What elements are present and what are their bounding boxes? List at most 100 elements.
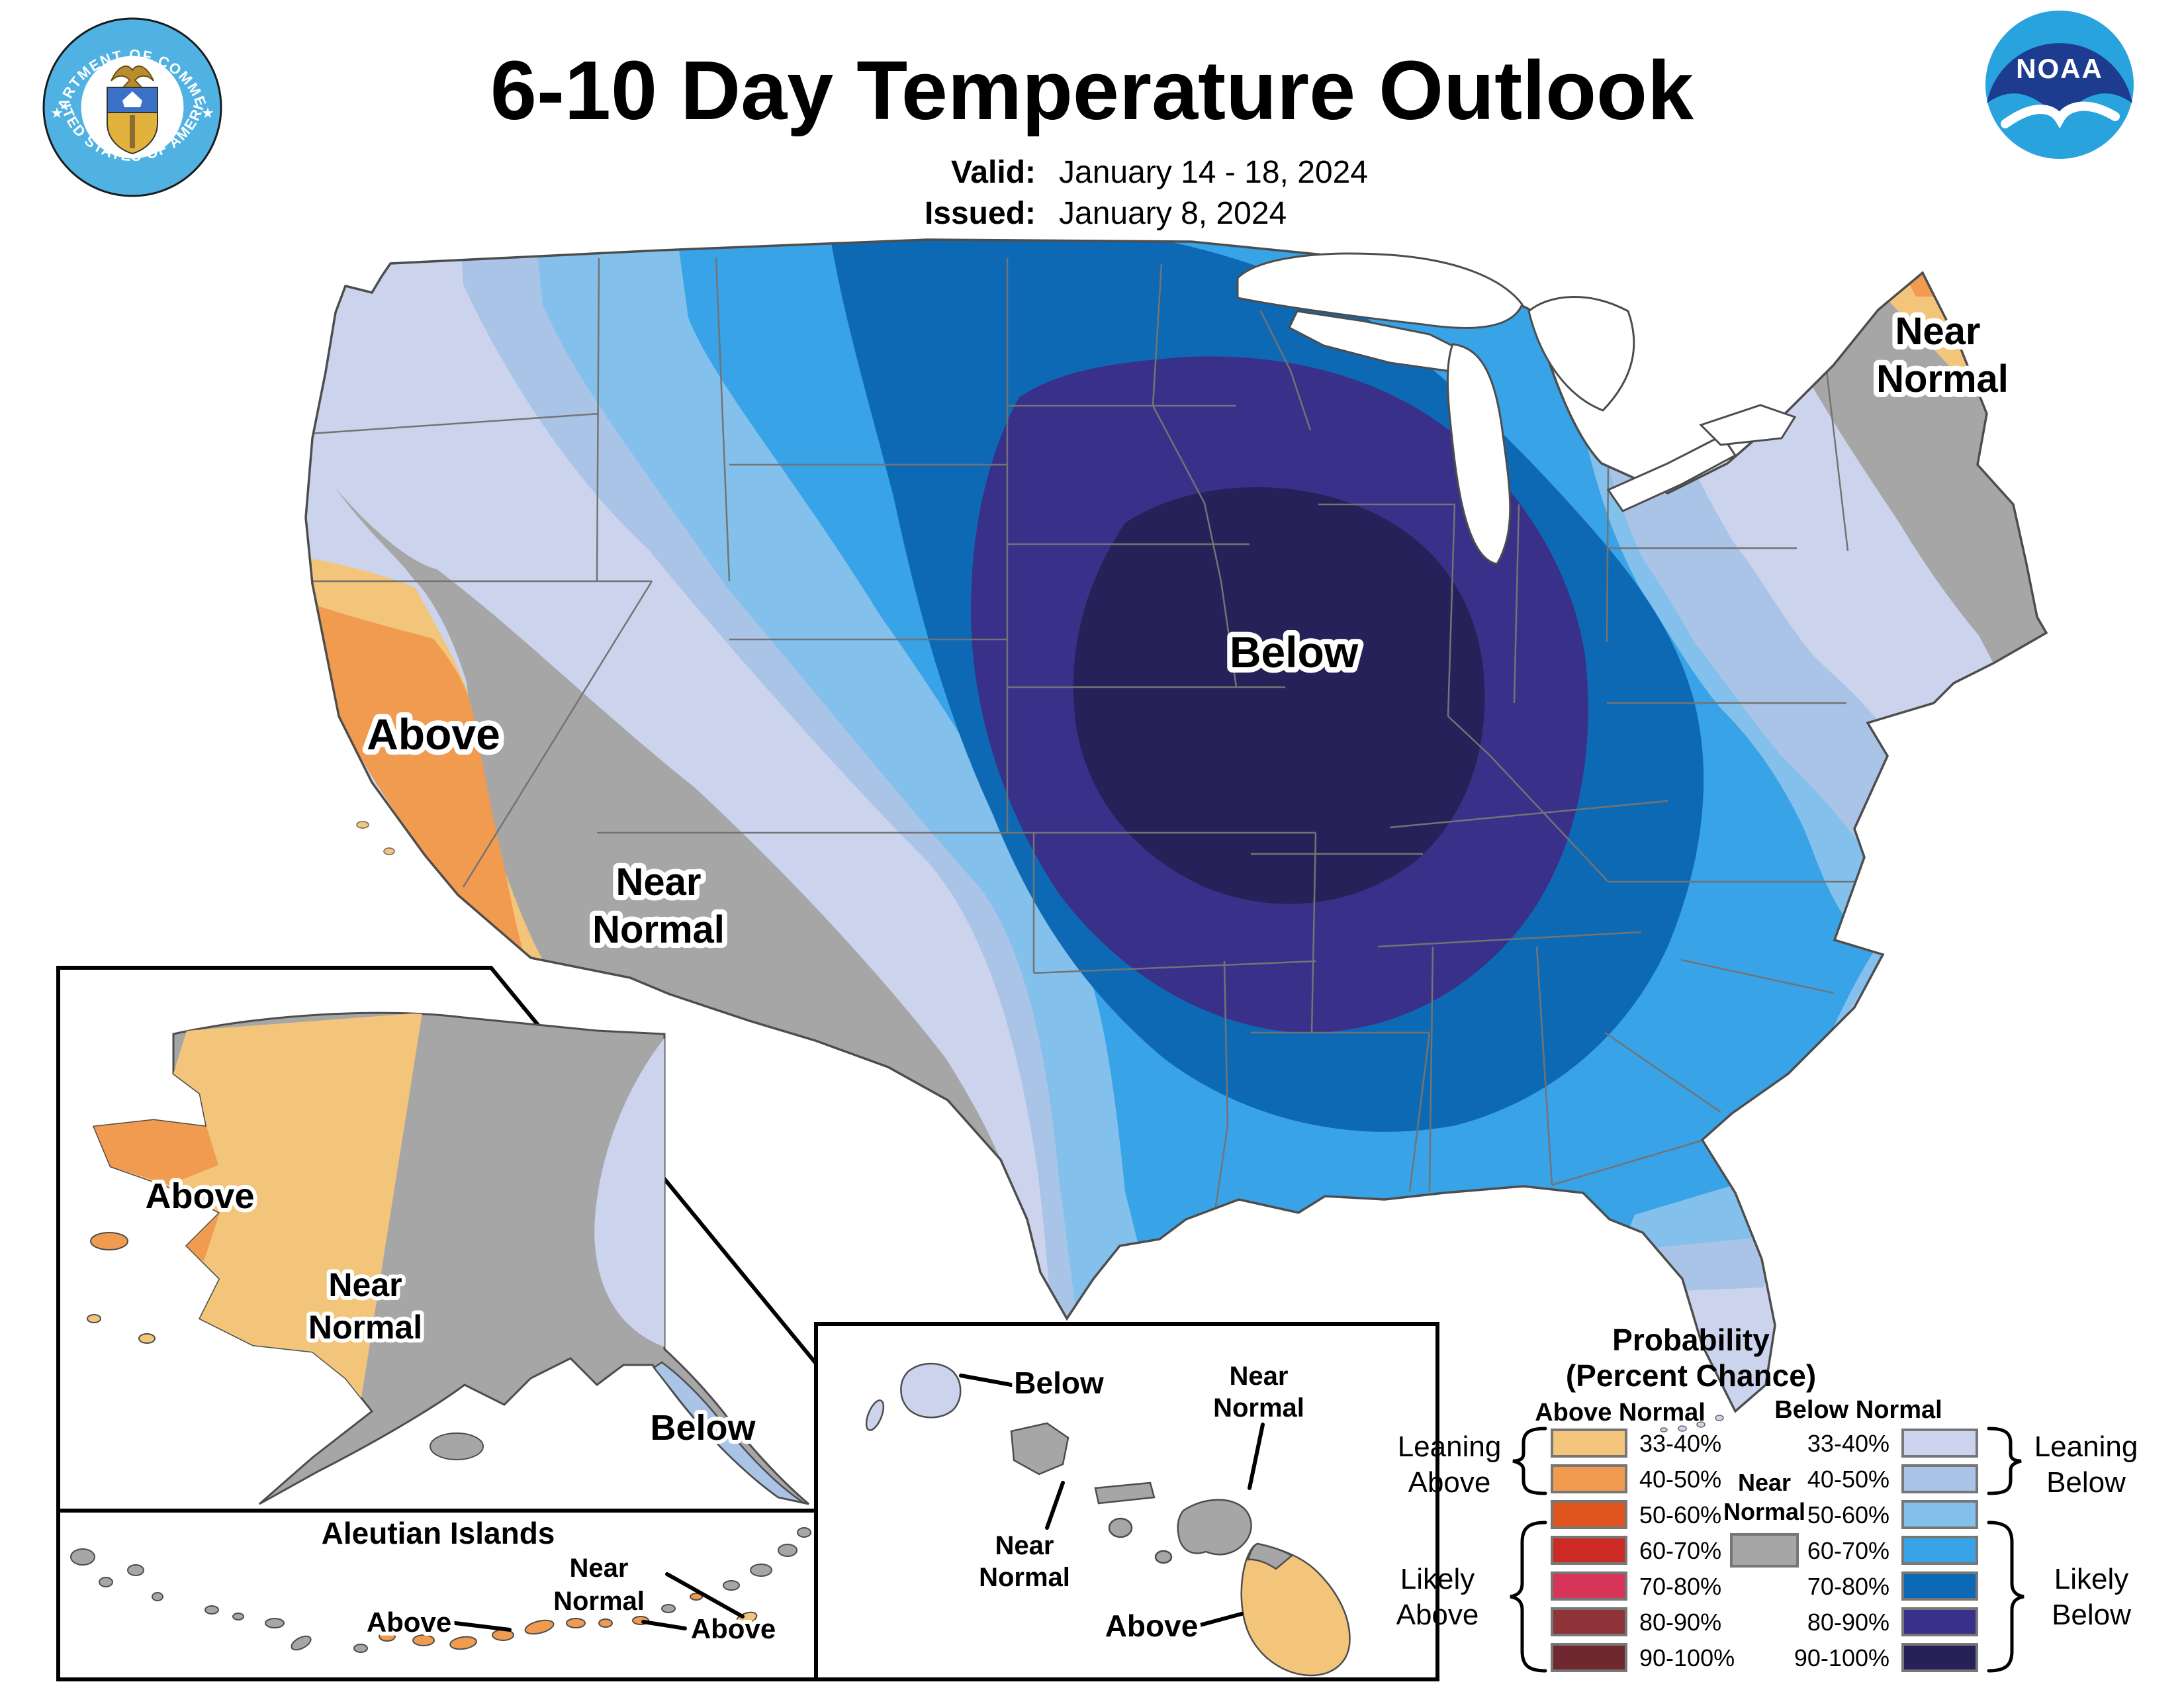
island-molokai xyxy=(1094,1481,1156,1505)
alaska-east-lavender xyxy=(594,1038,664,1347)
issued-label: Issued: xyxy=(925,196,1036,231)
noaa-logo: NOAA xyxy=(1985,11,2134,159)
hawaii-label-above: Above xyxy=(1105,1609,1199,1643)
seal-shield-icon xyxy=(107,87,158,155)
lake-huron xyxy=(1527,296,1635,412)
state-borders xyxy=(306,258,1883,1239)
label-ne-normal: Normal xyxy=(1876,357,2009,400)
legend-above-swatches xyxy=(1551,1429,1627,1672)
legend-below-range-labels: 33-40% 40-50% 50-60% 60-70% 70-80% 80-90… xyxy=(1794,1430,1889,1671)
aleutian-label-near: Near xyxy=(570,1554,629,1583)
legend-leaning-above-l1: Leaning xyxy=(1398,1430,1502,1463)
legend-braces xyxy=(1510,1427,2025,1673)
alaska-label-near: Near xyxy=(328,1266,402,1303)
island-hawaii-gray-tip xyxy=(1247,1542,1294,1570)
legend-near-normal-l2: Normal xyxy=(1723,1498,1805,1525)
svg-text:33-40%: 33-40% xyxy=(1639,1430,1721,1457)
label-sw-near: Near xyxy=(616,861,702,904)
legend-likely-above-l1: Likely xyxy=(1400,1563,1475,1595)
svg-text:40-50%: 40-50% xyxy=(1807,1466,1889,1493)
label-ne-near: Near xyxy=(1895,310,1981,353)
seal-eagle-icon xyxy=(111,65,154,88)
aleutian-inset: Aleutian Islands Near Normal Above Above xyxy=(56,1509,826,1681)
alaska-seward-orange xyxy=(94,1120,218,1185)
legend-likely-above-l2: Above xyxy=(1396,1599,1479,1631)
seal-star-left: ★ xyxy=(50,105,64,121)
lake-superior xyxy=(1236,252,1524,329)
legend-above-header: Above Normal xyxy=(1535,1399,1706,1427)
legend-below-header: Below Normal xyxy=(1774,1396,1942,1424)
noaa-gull-icon xyxy=(2001,101,2120,129)
region-maine-above-33-40 xyxy=(1883,271,1979,387)
swatch-above-40-50 xyxy=(1551,1464,1627,1493)
swatch-above-50-60 xyxy=(1551,1500,1627,1529)
alaska-label-below: Below xyxy=(650,1408,756,1448)
swatch-below-60-70 xyxy=(1901,1536,1978,1565)
swatch-above-90-100 xyxy=(1551,1643,1627,1672)
alaska-label-normal: Normal xyxy=(308,1309,422,1346)
aleutian-label-normal: Normal xyxy=(553,1587,645,1616)
hawaii-label-normal-bottom: Normal xyxy=(979,1563,1070,1592)
legend-likely-below-l1: Likely xyxy=(2054,1563,2129,1595)
hawaii-label-near-top: Near xyxy=(1230,1362,1289,1391)
lake-ontario xyxy=(1699,404,1797,446)
svg-text:40-50%: 40-50% xyxy=(1639,1466,1721,1493)
svg-text:80-90%: 80-90% xyxy=(1807,1609,1889,1636)
svg-text:70-80%: 70-80% xyxy=(1639,1573,1721,1600)
commerce-seal: DEPARTMENT OF COMMERCE UNITED STATES OF … xyxy=(0,0,222,197)
swatch-below-33-40 xyxy=(1901,1429,1978,1458)
island-lanai xyxy=(1108,1517,1133,1538)
conus-map: Above Near Normal Below Near Normal xyxy=(304,238,2048,1432)
label-west-above: Above xyxy=(367,710,500,759)
hawaii-label-below: Below xyxy=(1014,1366,1104,1400)
band-below-90-100 xyxy=(1073,487,1485,904)
label-center-below: Below xyxy=(1230,628,1359,677)
swatch-above-33-40 xyxy=(1551,1429,1627,1458)
island-maui xyxy=(1177,1499,1252,1556)
region-west-above-40-50 xyxy=(306,599,523,950)
aleutian-pointer-lines xyxy=(453,1572,745,1632)
island-kahoolawe xyxy=(1154,1550,1173,1564)
noaa-logo-text: NOAA xyxy=(2016,53,2103,84)
svg-text:90-100%: 90-100% xyxy=(1639,1644,1735,1671)
valid-value: January 14 - 18, 2024 xyxy=(1059,155,1368,190)
noaa-logo-fan xyxy=(1987,43,2132,119)
alaska-inset: Above Near Normal Below xyxy=(56,966,825,1542)
hawaii-label-normal-top: Normal xyxy=(1213,1393,1304,1423)
aleutian-title: Aleutian Islands xyxy=(322,1516,555,1550)
legend-below-swatches xyxy=(1901,1429,1978,1672)
lake-michigan xyxy=(1446,343,1512,565)
aleutian-label-above-left: Above xyxy=(367,1607,451,1638)
swatch-below-50-60 xyxy=(1901,1500,1978,1529)
aleutian-label-above-right: Above xyxy=(691,1613,776,1644)
svg-text:50-60%: 50-60% xyxy=(1807,1501,1889,1528)
swatch-below-90-100 xyxy=(1901,1643,1978,1672)
swatch-near-normal xyxy=(1730,1533,1799,1568)
island-kauai xyxy=(900,1362,962,1419)
header: 6-10 Day Temperature Outlook Valid: Janu… xyxy=(490,44,1694,231)
svg-text:50-60%: 50-60% xyxy=(1639,1501,1721,1528)
hawaii-pointer-lines xyxy=(959,1374,1265,1629)
hawaii-inset: Below Near Normal Near Normal Above xyxy=(814,1322,1439,1681)
legend-leaning-above-l2: Above xyxy=(1408,1466,1491,1499)
great-lakes xyxy=(1236,252,1797,565)
label-sw-normal: Normal xyxy=(592,908,725,951)
swatch-below-80-90 xyxy=(1901,1607,1978,1636)
hawaii-label-near-bottom: Near xyxy=(995,1531,1054,1560)
legend-leaning-below-l2: Below xyxy=(2046,1466,2126,1499)
island-hawaii-big xyxy=(1240,1542,1351,1677)
legend: Probability (Percent Chance) Above Norma… xyxy=(1396,1323,2138,1673)
legend-title-line2: (Percent Chance) xyxy=(1566,1358,1816,1393)
hawaii-islands-shapes xyxy=(865,1362,1351,1677)
legend-above-range-labels: 33-40% 40-50% 50-60% 60-70% 70-80% 80-90… xyxy=(1639,1430,1735,1671)
legend-leaning-below-l1: Leaning xyxy=(2034,1430,2138,1463)
channel-islands xyxy=(356,821,395,855)
florida-keys xyxy=(1660,1415,1724,1432)
issued-value: January 8, 2024 xyxy=(1059,196,1287,231)
swatch-below-70-80 xyxy=(1901,1571,1978,1601)
swatch-below-40-50 xyxy=(1901,1464,1978,1493)
island-niihau xyxy=(865,1399,885,1431)
svg-text:90-100%: 90-100% xyxy=(1794,1644,1889,1671)
